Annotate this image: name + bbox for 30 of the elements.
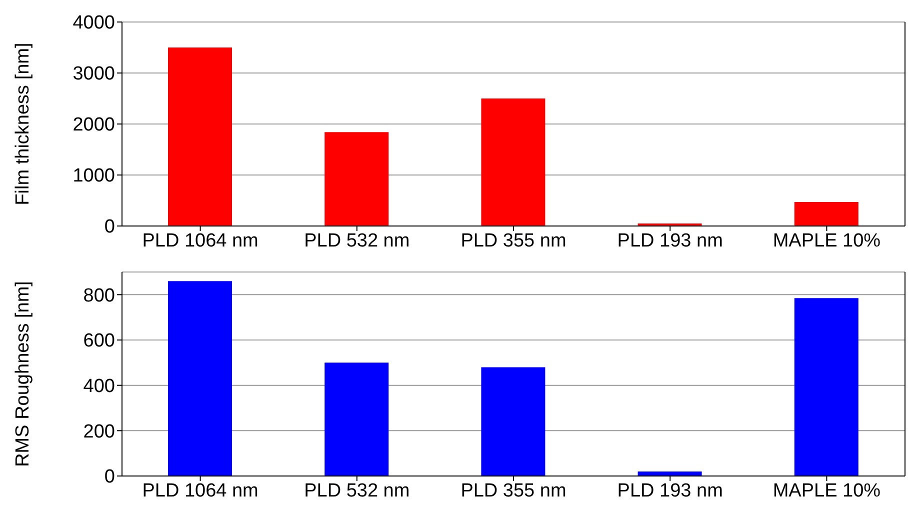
y-tick-label: 600 [83,330,115,352]
bar [324,132,389,226]
bar [481,367,546,476]
y-tick-label: 400 [83,376,115,398]
bar [168,48,232,226]
y-tick-label: 0 [104,216,115,238]
y-tick-label: 2000 [72,114,115,136]
bar [794,298,858,476]
x-tick-label: PLD 532 nm [304,230,410,252]
y-tick-label: 800 [83,285,115,306]
bar [481,98,546,226]
y-tick-label: 4000 [72,12,115,34]
bar [794,202,858,226]
x-tick-label: PLD 532 nm [304,480,410,502]
bar [168,281,232,476]
x-tick-label: PLD 1064 nm [142,230,258,252]
x-tick-label: PLD 193 nm [617,480,723,502]
x-tick-label: PLD 355 nm [460,480,566,502]
x-tick-label: PLD 1064 nm [142,480,258,502]
x-tick-label: MAPLE 10% [772,480,881,502]
y-axis-title: RMS Roughness [nm] [12,281,34,467]
y-axis-title: Film thickness [nm] [12,42,34,206]
x-tick-label: PLD 355 nm [460,230,566,252]
bar [324,362,389,476]
y-tick-label: 200 [83,421,115,442]
y-tick-label: 1000 [72,166,115,187]
x-tick-label: PLD 193 nm [617,230,723,252]
x-tick-label: MAPLE 10% [772,230,881,252]
y-tick-label: 3000 [72,64,115,85]
y-tick-label: 0 [104,466,115,488]
